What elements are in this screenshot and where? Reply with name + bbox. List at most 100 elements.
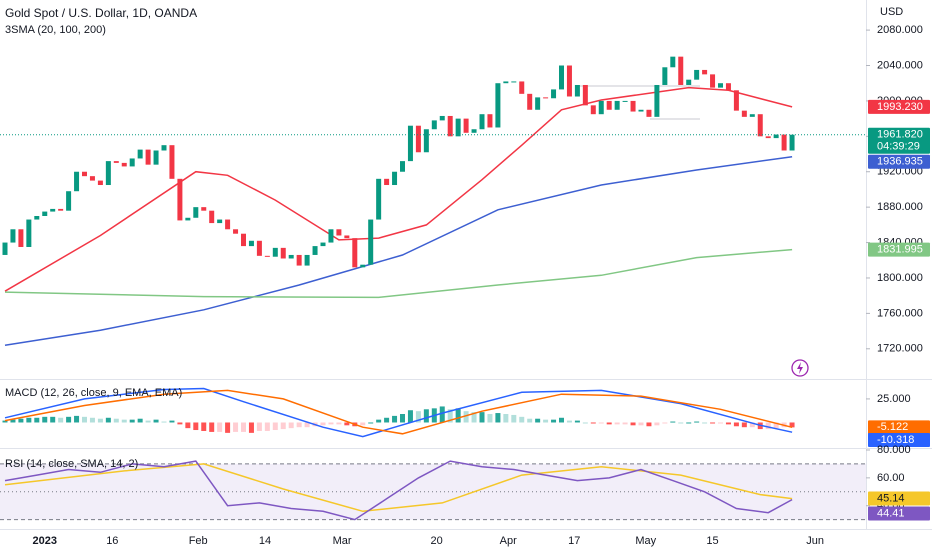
candle [511,81,517,83]
candle [598,100,604,115]
candle [495,83,501,128]
histogram-bar [670,421,676,423]
histogram-bar [50,416,56,423]
candle [74,171,80,192]
x-tick-label: 2023 [33,535,57,547]
histogram-bar [121,419,127,423]
histogram-bar [574,420,580,423]
candle [789,134,795,151]
y-tick-label: 1760.000 [877,307,923,319]
candle [272,247,278,257]
alert-icon[interactable] [791,359,809,377]
candle [662,67,668,85]
candle [169,145,175,179]
histogram-bar [105,417,111,423]
indicator-line [4,155,793,346]
histogram-bar [463,411,469,423]
candle [209,210,215,224]
candle [264,255,270,257]
price-label-box [868,242,930,257]
histogram-bar [773,422,779,429]
histogram-bar [66,416,72,423]
candle [105,161,111,186]
y-tick-label: 1800.000 [877,272,923,284]
candle [344,235,350,239]
price-label-box [868,491,930,506]
candle [702,69,708,75]
indicator-line [4,86,793,292]
histogram-bar [113,418,119,423]
price-label-box [868,154,930,169]
price-label-box [868,420,930,435]
chart-layer: 1720.0001760.0001800.0001840.0001880.000… [0,24,930,547]
x-tick-label: Feb [189,535,208,547]
candle [296,254,302,266]
price-label: 45.14 [877,492,905,504]
histogram-bar [288,422,294,429]
histogram-bar [622,422,628,425]
histogram-bar [233,422,239,432]
candle [654,84,660,117]
candle [622,100,628,102]
candle [384,178,390,186]
histogram-bar [519,416,525,423]
histogram-bar [407,410,413,423]
candle [193,207,199,218]
candle [26,219,32,247]
histogram-bar [439,406,445,423]
histogram-bar [630,422,636,426]
candle [614,100,620,110]
histogram-bar [304,422,310,428]
candle [678,56,684,85]
candle [113,161,119,163]
alert-circle[interactable] [791,359,809,377]
candle [280,247,286,259]
candle [431,120,437,130]
candle [471,129,477,133]
histogram-bar [89,417,95,423]
histogram-bar [582,422,588,424]
candle [559,65,564,90]
candle [479,114,485,130]
histogram-bar [614,422,620,425]
histogram-bar [495,413,501,423]
histogram-bar [137,418,143,423]
candle [718,83,723,88]
histogram-bar [10,419,16,423]
candle [781,134,787,151]
candle [630,100,636,112]
x-tick-label: 16 [106,535,118,547]
price-label-box [868,433,930,447]
y-tick-label: 2080.000 [877,24,923,36]
histogram-bar [74,415,80,423]
price-label: -10.318 [877,434,914,446]
histogram-bar [2,420,8,423]
candle [34,216,40,220]
candle [686,79,692,85]
candle [773,134,779,139]
candle [670,56,676,68]
histogram-bar [646,422,652,427]
histogram-bar [662,422,668,424]
histogram-bar [264,422,270,431]
candle [177,178,183,221]
candle [741,110,747,117]
histogram-bar [384,417,390,423]
candle [233,229,239,234]
countdown-label: 04:39:29 [877,141,920,153]
symbol-title: Gold Spot / U.S. Dollar, 1D, OANDA [5,6,197,20]
candle [646,109,652,117]
candle [638,109,644,112]
alert-bolt[interactable] [797,362,803,374]
candle [360,264,366,268]
histogram-bar [376,419,382,423]
candle [574,84,580,97]
histogram-bar [225,422,231,433]
histogram-bar [718,422,723,424]
price-label-box [868,127,930,154]
histogram-bar [296,422,302,428]
histogram-bar [503,414,509,423]
candle [447,115,453,137]
